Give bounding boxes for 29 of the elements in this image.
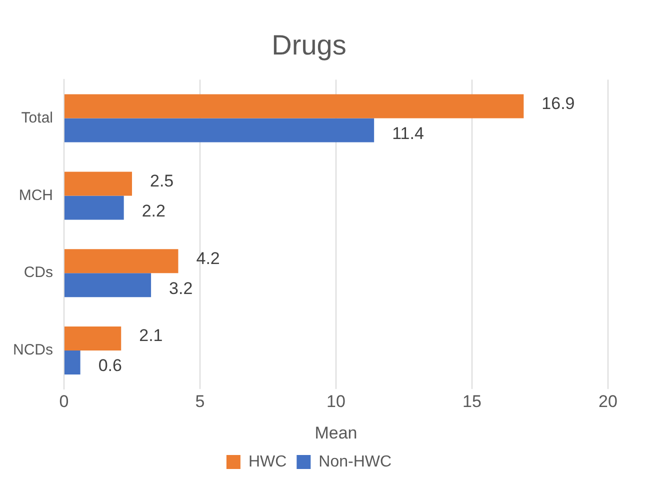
x-tick-label: 5 — [195, 392, 205, 412]
data-label: 3.2 — [169, 278, 193, 298]
data-label: 2.5 — [150, 171, 174, 190]
data-label: 4.2 — [196, 248, 220, 268]
legend-label: HWC — [248, 453, 287, 470]
bar — [64, 350, 80, 374]
bar — [64, 118, 374, 142]
data-label: 11.4 — [392, 124, 424, 143]
bar — [64, 172, 132, 196]
data-label: 2.1 — [139, 326, 163, 346]
x-tick-label: 20 — [598, 392, 618, 412]
bar — [64, 273, 152, 298]
chart-title: Drugs — [272, 30, 346, 61]
data-label: 2.2 — [142, 201, 166, 220]
data-label: 0.6 — [98, 356, 122, 376]
x-tick-label: 10 — [326, 392, 346, 412]
bar — [64, 196, 124, 220]
legend-label: Non-HWC — [318, 453, 392, 470]
bar — [64, 326, 122, 350]
bar — [64, 94, 524, 118]
bar — [64, 249, 178, 274]
x-axis-title: Mean — [314, 423, 358, 442]
x-tick-label: 0 — [59, 392, 69, 412]
y-tick-label: Total — [21, 109, 53, 126]
x-tick-label: 15 — [462, 392, 482, 412]
y-tick-label: MCH — [18, 186, 53, 204]
data-label: 16.9 — [542, 94, 575, 113]
y-tick-label: CDs — [24, 264, 53, 282]
y-tick-label: NCDs — [13, 342, 53, 359]
